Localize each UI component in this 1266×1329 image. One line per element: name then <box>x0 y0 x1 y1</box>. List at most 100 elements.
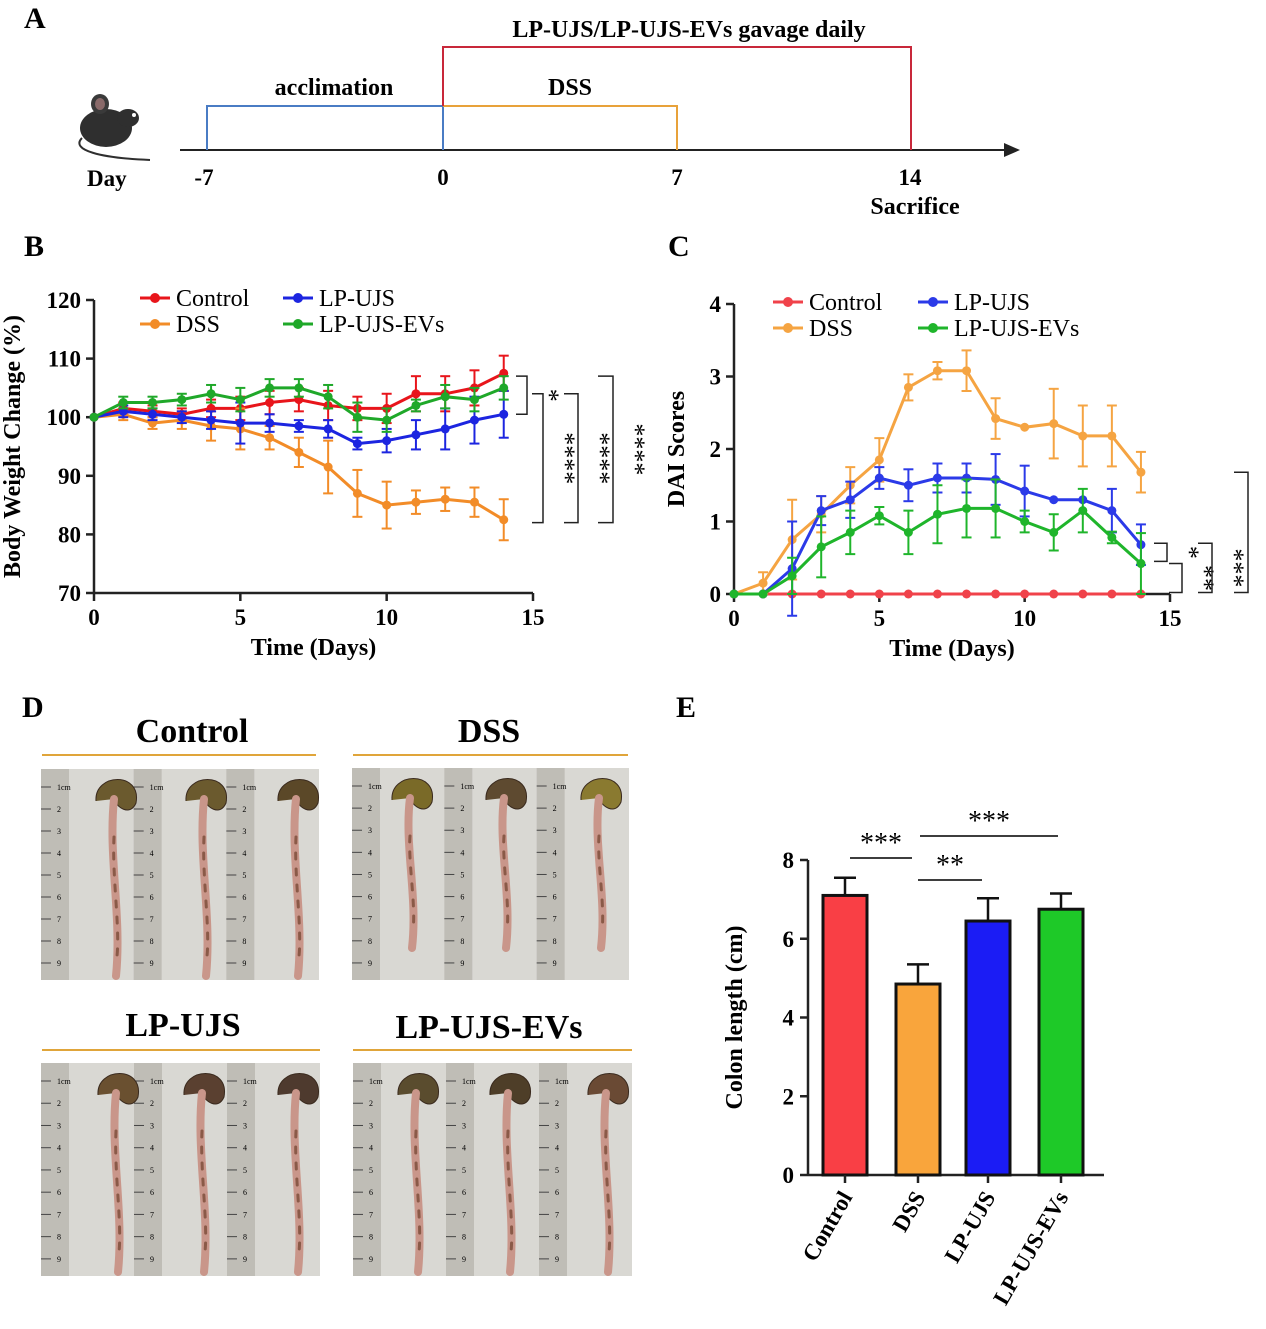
data-point <box>265 383 275 393</box>
colon-cecum <box>277 1073 319 1105</box>
data-point <box>440 392 450 402</box>
ruler-mark: 7 <box>242 915 246 924</box>
panel-e-chart: E 0 2 4 6 8 Colon length (cm) Control DSS LP-UJSL… <box>676 691 1104 1309</box>
data-point <box>352 412 362 422</box>
panel-c-chart: C 0 1 2 3 4 0 5 10 15 Time (Days) DAI Scores Control… <box>664 230 1266 662</box>
data-point <box>874 473 884 483</box>
ruler-mark: 5 <box>462 1166 466 1175</box>
x-tick-label: LP-UJS <box>940 1187 1001 1267</box>
significance-label: *** <box>968 806 1010 837</box>
data-point <box>235 418 245 428</box>
bar-control <box>821 893 869 1177</box>
gavage-label: LP-UJS/LP-UJS-EVs gavage daily <box>512 17 865 43</box>
ruler-mark: 5 <box>150 1166 154 1175</box>
colon-cecum <box>95 779 137 811</box>
panel-b-chart: B 70 80 90 100 110 120 0 5 10 15 Time (Days) Body We… <box>0 230 650 661</box>
ruler-mark: 9 <box>553 959 557 968</box>
x-axis-label: Time (Days) <box>889 636 1015 662</box>
panel-d: D Control 1cm 2 3 4 5 6 7 8 9 1cm 2 3 4 5 6 7 8 9 1cm 2 3 4 5 6 7… <box>22 691 632 1276</box>
data-point <box>265 398 275 408</box>
significance-label: *** <box>1220 548 1249 587</box>
ruler-mark: 7 <box>57 1210 61 1219</box>
ruler-mark: 3 <box>57 827 61 836</box>
y-tick-label: 70 <box>58 581 81 606</box>
panel-b-label: B <box>24 230 44 263</box>
ruler-mark: 9 <box>555 1255 559 1264</box>
colon-cecum <box>580 778 622 810</box>
significance-brackets: ***** **** **** <box>516 375 650 524</box>
significance-bracket <box>1234 471 1249 594</box>
legend-marker <box>150 319 160 329</box>
ruler-mark: 4 <box>553 848 557 857</box>
bar-lp-ujs <box>964 919 1012 1177</box>
ruler-mark: 3 <box>368 826 372 835</box>
significance-label: **** <box>551 432 580 484</box>
ruler-mark: 9 <box>57 959 61 968</box>
legend-marker <box>293 319 303 329</box>
x-tick-label: DSS <box>888 1187 931 1236</box>
data-point <box>903 589 913 599</box>
ruler-mark: 7 <box>150 1210 154 1219</box>
ruler-mark: 8 <box>57 1233 61 1242</box>
data-point <box>177 412 187 422</box>
data-point <box>991 589 1001 599</box>
y-axis-label: Body Weight Change (%) <box>0 315 26 578</box>
data-point <box>323 462 333 472</box>
colon-cecum <box>489 1073 531 1105</box>
x-tick-label: 15 <box>1159 606 1182 631</box>
colon-cecum <box>485 778 527 810</box>
series-dss <box>89 407 509 542</box>
data-point <box>148 398 158 408</box>
data-point <box>440 424 450 434</box>
ruler-mark: 8 <box>460 937 464 946</box>
panel-c-label: C <box>668 230 690 263</box>
colon-photo-group-lp-ujs-evs: LP-UJS-EVs 1cm 2 3 4 5 6 7 8 9 1cm 2 3 4 5 6 7 8 9 1cm 2 3 4 5 6… <box>353 1009 632 1276</box>
significance-label: **** <box>586 432 615 484</box>
ruler-mark: 9 <box>242 959 246 968</box>
data-point <box>729 589 739 599</box>
photo-background <box>41 769 319 980</box>
ruler-mark: 2 <box>369 1099 373 1108</box>
data-point <box>294 421 304 431</box>
data-point <box>932 473 942 483</box>
series-dss <box>729 349 1146 599</box>
data-point <box>816 542 826 552</box>
ruler-mark: 1cm <box>462 1077 477 1086</box>
group-title: LP-UJS <box>125 1007 240 1044</box>
ruler-mark: 5 <box>242 871 246 880</box>
colon-content <box>112 835 120 958</box>
y-axis-label: Colon length (cm) <box>722 926 748 1110</box>
ruler-mark: 6 <box>368 893 372 902</box>
ruler-mark: 9 <box>368 959 372 968</box>
y-tick-label: 0 <box>783 1163 795 1188</box>
ruler-mark: 1cm <box>553 782 568 791</box>
legend-marker <box>293 293 303 303</box>
ruler-mark: 4 <box>57 1144 61 1153</box>
ruler-mark: 5 <box>553 870 557 879</box>
colon-content <box>202 835 210 958</box>
legend-marker <box>150 293 160 303</box>
data-point <box>265 418 275 428</box>
ruler-mark: 3 <box>369 1121 373 1130</box>
colon-cecum <box>185 779 227 811</box>
significance-label: **** <box>1256 506 1266 558</box>
ruler-mark: 6 <box>555 1188 559 1197</box>
legend-label: LP-UJS-EVs <box>954 316 1079 342</box>
y-tick-label: 6 <box>783 927 795 952</box>
data-point <box>265 433 275 443</box>
x-tick-label: LP-UJS-EVs <box>988 1187 1073 1309</box>
ruler-mark: 6 <box>369 1188 373 1197</box>
data-point <box>903 382 913 392</box>
ruler-mark: 9 <box>460 959 464 968</box>
ruler-mark: 1cm <box>242 783 257 792</box>
photo-background <box>41 1063 320 1276</box>
data-point <box>323 424 333 434</box>
data-point <box>499 515 509 525</box>
series-lp-ujs-evs <box>89 375 509 433</box>
data-point <box>962 589 972 599</box>
ruler-mark: 8 <box>243 1233 247 1242</box>
data-point <box>758 578 768 588</box>
legend-marker <box>928 323 938 333</box>
ruler-mark: 7 <box>368 915 372 924</box>
